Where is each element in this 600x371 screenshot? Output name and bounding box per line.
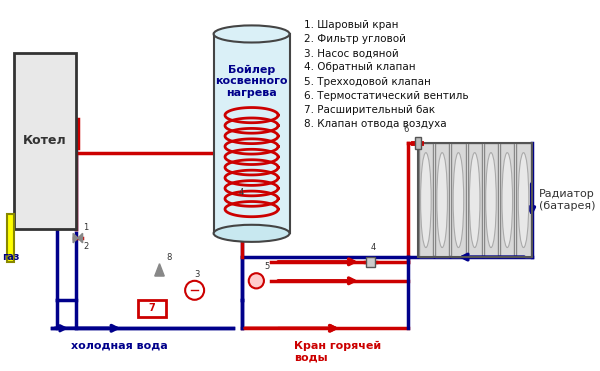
Text: холодная вода: холодная вода [71,341,168,351]
Text: 7. Расширительный бак: 7. Расширительный бак [304,105,435,115]
Ellipse shape [502,152,512,247]
Bar [415,137,421,149]
Text: 6: 6 [403,125,409,134]
Text: 3: 3 [194,270,200,279]
Text: 4: 4 [238,188,244,197]
Ellipse shape [214,225,290,242]
Ellipse shape [453,152,464,247]
Ellipse shape [421,152,431,247]
Bar [419,143,433,257]
Bar [14,53,76,229]
Bar [7,214,14,262]
Circle shape [185,281,204,300]
Text: 5: 5 [264,262,269,272]
Polygon shape [73,233,78,243]
Bar [418,143,532,257]
Text: 8. Клапан отвода воздуха: 8. Клапан отвода воздуха [304,119,446,129]
Circle shape [249,273,264,288]
Text: 1: 1 [83,223,89,233]
Bar [517,143,531,257]
Text: Бойлер
косвенного
нагрева: Бойлер косвенного нагрева [215,65,288,98]
Bar [451,143,466,257]
Bar [484,143,498,257]
Ellipse shape [518,152,529,247]
Ellipse shape [437,152,448,247]
Text: Радиатор
(батарея): Радиатор (батарея) [539,189,596,211]
Bar [467,143,482,257]
Bar [214,34,290,233]
Ellipse shape [485,152,496,247]
Bar [137,300,166,317]
Text: 7: 7 [149,303,155,313]
Text: 1. Шаровый кран: 1. Шаровый кран [304,20,398,30]
Polygon shape [78,233,83,243]
Text: 4. Обратный клапан: 4. Обратный клапан [304,62,415,72]
Bar [365,257,375,266]
Bar [435,143,449,257]
Text: Котел: Котел [23,134,67,147]
Text: Кран горячей
воды: Кран горячей воды [295,341,382,362]
Text: 5. Трехходовой клапан: 5. Трехходовой клапан [304,77,431,87]
Text: 8: 8 [166,253,172,262]
Polygon shape [155,264,164,276]
Text: 4: 4 [370,243,376,252]
Text: 2. Фильтр угловой: 2. Фильтр угловой [304,34,406,44]
Text: газ: газ [2,252,19,262]
Ellipse shape [214,26,290,43]
Bar [500,143,514,257]
Text: 3. Насос водяной: 3. Насос водяной [304,48,398,58]
Text: 2: 2 [83,243,89,252]
Text: 6. Термостатический вентиль: 6. Термостатический вентиль [304,91,469,101]
Ellipse shape [469,152,480,247]
Bar [214,34,290,233]
